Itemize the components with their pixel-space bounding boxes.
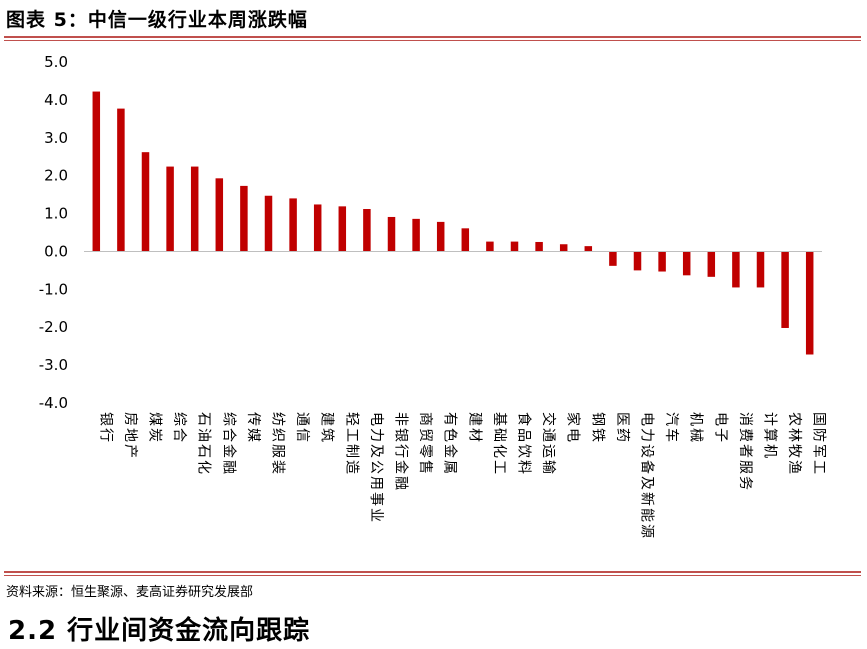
- top-rule-thin: [4, 40, 861, 41]
- category-label: 交通运输: [540, 412, 557, 476]
- bar: [682, 251, 691, 276]
- figure-title: 图表 5：中信一级行业本周涨跌幅: [6, 9, 308, 31]
- category-label: 钢铁: [589, 412, 605, 444]
- bar: [633, 251, 642, 271]
- source-note: 资料来源：恒生聚源、麦高证券研究发展部: [6, 585, 254, 600]
- y-tick-label: 4.0: [44, 91, 68, 109]
- category-label: 房地产: [122, 412, 138, 460]
- category-label: 银行: [97, 412, 113, 444]
- category-label: 纺织服装: [270, 412, 286, 476]
- category-label: 汽车: [663, 412, 680, 444]
- category-label: 电子: [712, 412, 728, 444]
- bar: [510, 241, 519, 252]
- category-label: 煤炭: [147, 412, 163, 444]
- bar: [141, 152, 150, 252]
- category-label: 有色金属: [442, 412, 459, 476]
- category-label: 商贸零售: [417, 412, 433, 476]
- category-label: 农林牧渔: [786, 412, 802, 476]
- category-label: 医药: [614, 412, 630, 444]
- bar: [338, 206, 347, 252]
- bar: [264, 195, 273, 252]
- category-label: 国防军工: [811, 412, 827, 476]
- category-label: 消费者服务: [737, 412, 753, 492]
- bar: [289, 198, 297, 252]
- category-label: 基础化工: [491, 412, 508, 476]
- category-labels: 银行 房地产 煤炭 综合 石油石化 综合金融 传媒 纺织服装 通信 建筑 轻工制造 电力及公用事业 非银…: [97, 412, 826, 540]
- bar: [781, 251, 789, 328]
- bar: [732, 251, 740, 288]
- y-tick-label: 5.0: [44, 53, 68, 71]
- bar: [436, 221, 445, 252]
- bar: [609, 251, 617, 266]
- bar: [461, 228, 470, 252]
- category-label: 综合金融: [220, 412, 236, 476]
- top-rule: [4, 36, 861, 38]
- y-tick-label: -1.0: [39, 280, 68, 298]
- y-tick-label: 0.0: [44, 242, 68, 260]
- bar: [190, 166, 199, 252]
- category-label: 建材: [466, 412, 482, 444]
- category-label: 电力设备及新能源: [639, 412, 656, 540]
- bar: [756, 251, 765, 288]
- bar: [387, 216, 396, 252]
- category-label: 计算机: [762, 412, 778, 460]
- bar: [559, 244, 568, 252]
- bar: [92, 91, 101, 252]
- y-axis-ticks: 5.0 4.0 3.0 2.0 1.0 0.0 -1.0 -2.0 -3.0 -4.0: [39, 53, 68, 412]
- bar: [805, 251, 814, 355]
- y-tick-label: -4.0: [39, 394, 68, 412]
- bars: [92, 91, 814, 355]
- category-label: 非银行金融: [393, 412, 409, 492]
- y-tick-label: 3.0: [44, 129, 68, 147]
- y-tick-label: -2.0: [39, 318, 68, 336]
- bar: [313, 204, 322, 252]
- bar: [117, 108, 125, 252]
- bar: [486, 241, 494, 252]
- category-label: 机械: [688, 412, 704, 444]
- bar-chart: 5.0 4.0 3.0 2.0 1.0 0.0 -1.0 -2.0 -3.0 -4.0 银行 房地产…: [39, 53, 827, 540]
- bar: [707, 251, 716, 277]
- bottom-rule-thin: [4, 575, 861, 576]
- section-heading: 2.2 行业间资金流向跟踪: [8, 616, 311, 646]
- category-label: 电力及公用事业: [368, 412, 384, 524]
- bottom-rule: [4, 571, 861, 573]
- y-tick-label: -3.0: [39, 356, 68, 374]
- bar: [584, 246, 593, 252]
- category-label: 食品饮料: [516, 412, 533, 476]
- bar: [215, 178, 224, 252]
- y-tick-label: 1.0: [44, 205, 68, 223]
- bar: [535, 241, 543, 252]
- bar: [363, 209, 371, 252]
- category-label: 家电: [565, 412, 582, 444]
- bar: [166, 166, 174, 252]
- category-label: 轻工制造: [343, 412, 359, 476]
- bar: [658, 251, 666, 272]
- category-label: 综合: [171, 412, 187, 444]
- category-label: 通信: [294, 412, 310, 444]
- bar: [412, 218, 420, 252]
- category-label: 传媒: [245, 412, 261, 444]
- category-label: 建筑: [319, 412, 335, 444]
- y-tick-label: 2.0: [44, 167, 68, 185]
- bar: [240, 185, 248, 252]
- category-label: 石油石化: [196, 412, 212, 476]
